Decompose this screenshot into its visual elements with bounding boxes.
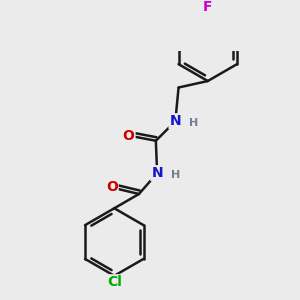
- Text: N: N: [151, 166, 163, 180]
- Text: N: N: [169, 114, 181, 128]
- Text: O: O: [123, 129, 134, 142]
- Text: H: H: [189, 118, 198, 128]
- Text: Cl: Cl: [107, 275, 122, 289]
- Text: H: H: [171, 170, 180, 180]
- Text: O: O: [106, 181, 118, 194]
- Text: F: F: [203, 0, 212, 14]
